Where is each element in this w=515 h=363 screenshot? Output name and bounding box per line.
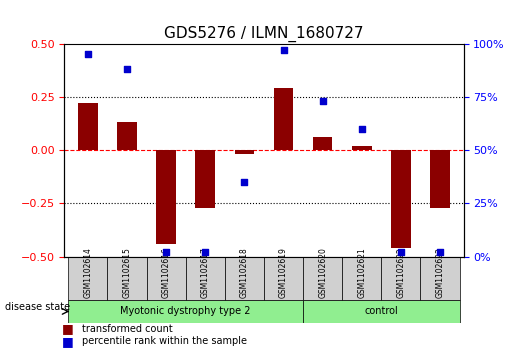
Text: control: control — [365, 306, 398, 317]
Point — [436, 249, 444, 255]
Bar — [352, 146, 371, 150]
Point — [318, 98, 327, 104]
Point — [279, 47, 287, 53]
Bar — [273, 88, 293, 150]
Point — [397, 249, 405, 255]
Text: ■: ■ — [62, 335, 74, 348]
Bar — [391, 150, 410, 248]
Point — [241, 179, 249, 185]
Bar — [117, 122, 137, 150]
Text: ■: ■ — [62, 322, 74, 335]
Text: GSM1102616: GSM1102616 — [162, 248, 170, 298]
Bar — [430, 150, 450, 208]
FancyBboxPatch shape — [147, 257, 186, 300]
Text: GSM1102619: GSM1102619 — [279, 248, 288, 298]
Title: GDS5276 / ILMN_1680727: GDS5276 / ILMN_1680727 — [164, 26, 364, 42]
Text: disease state: disease state — [5, 302, 70, 312]
Point — [123, 66, 131, 72]
Text: GSM1102623: GSM1102623 — [436, 248, 444, 298]
Text: GSM1102615: GSM1102615 — [123, 248, 131, 298]
Bar — [235, 150, 254, 154]
Bar — [196, 150, 215, 208]
FancyBboxPatch shape — [264, 257, 303, 300]
Text: GSM1102622: GSM1102622 — [397, 248, 405, 298]
FancyBboxPatch shape — [381, 257, 420, 300]
Text: GSM1102618: GSM1102618 — [240, 248, 249, 298]
FancyBboxPatch shape — [68, 300, 303, 323]
FancyBboxPatch shape — [68, 257, 108, 300]
FancyBboxPatch shape — [420, 257, 459, 300]
FancyBboxPatch shape — [225, 257, 264, 300]
FancyBboxPatch shape — [303, 257, 342, 300]
FancyBboxPatch shape — [303, 300, 459, 323]
Point — [357, 126, 366, 132]
Point — [201, 249, 210, 255]
Point — [162, 249, 170, 255]
FancyBboxPatch shape — [342, 257, 381, 300]
Bar — [313, 137, 332, 150]
Point — [84, 51, 92, 57]
Text: Myotonic dystrophy type 2: Myotonic dystrophy type 2 — [121, 306, 251, 317]
Text: percentile rank within the sample: percentile rank within the sample — [82, 336, 247, 346]
Text: GSM1102621: GSM1102621 — [357, 248, 366, 298]
Text: GSM1102614: GSM1102614 — [83, 248, 92, 298]
Text: GSM1102617: GSM1102617 — [201, 248, 210, 298]
Bar — [78, 103, 98, 150]
FancyBboxPatch shape — [108, 257, 147, 300]
Bar — [157, 150, 176, 244]
Text: transformed count: transformed count — [82, 323, 173, 334]
Text: GSM1102620: GSM1102620 — [318, 248, 327, 298]
FancyBboxPatch shape — [186, 257, 225, 300]
